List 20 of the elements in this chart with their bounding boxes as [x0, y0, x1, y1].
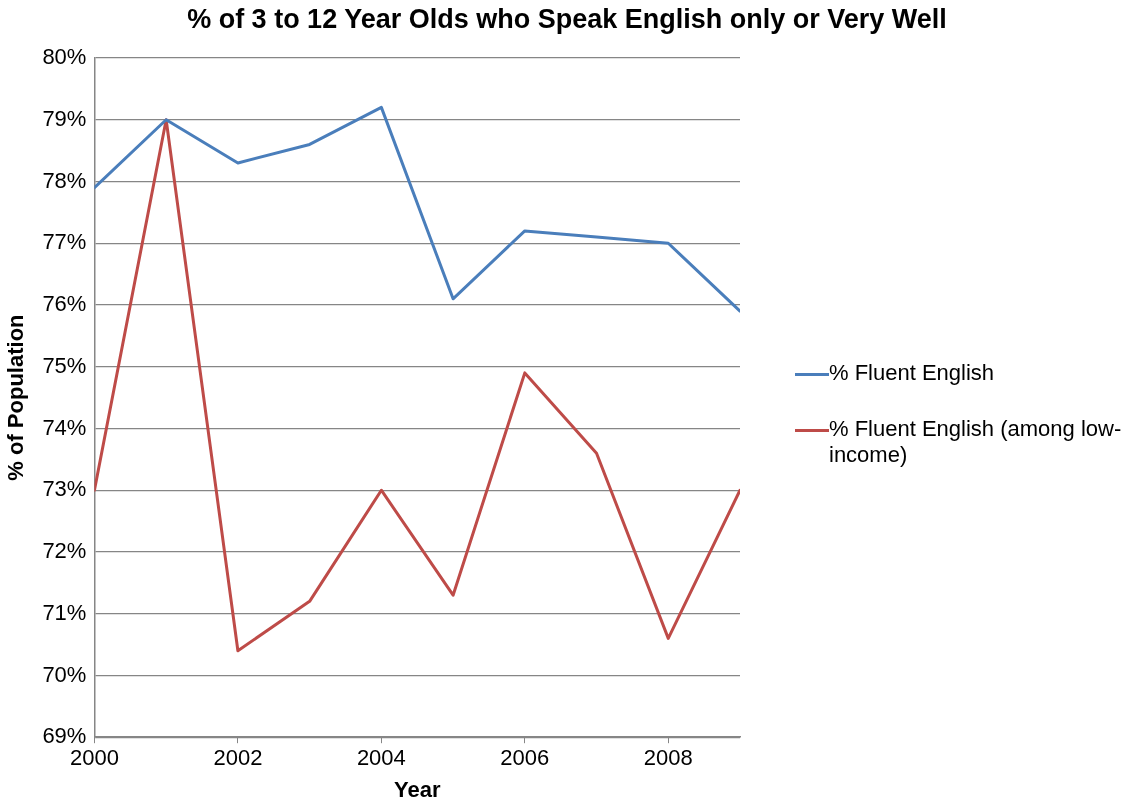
y-tick-label: 76% — [42, 291, 87, 317]
y-tick-label: 80% — [42, 44, 87, 70]
legend-label: % Fluent English (among low-income) — [829, 416, 1123, 468]
y-tick-label: 75% — [42, 352, 87, 378]
x-tick-label: 2002 — [213, 745, 263, 771]
y-tick-label: 79% — [42, 105, 87, 131]
x-tick-label: 2006 — [500, 745, 550, 771]
y-tick-label: 78% — [42, 167, 87, 193]
y-tick-label: 72% — [42, 538, 87, 564]
x-tick-label: 2004 — [356, 745, 406, 771]
x-tick-label: 2008 — [643, 745, 693, 771]
y-tick-label: 70% — [42, 661, 87, 687]
y-tick-label: 71% — [42, 599, 87, 625]
chart-title: % of 3 to 12 Year Olds who Speak English only or Very Well — [186, 4, 948, 35]
y-axis-title: % of Population — [3, 314, 29, 481]
y-tick-label: 73% — [42, 476, 87, 502]
y-tick-label: 74% — [42, 414, 87, 440]
x-axis-title: Year — [393, 776, 441, 802]
y-tick-label: 77% — [42, 229, 87, 255]
legend-label: % Fluent English — [829, 360, 995, 386]
